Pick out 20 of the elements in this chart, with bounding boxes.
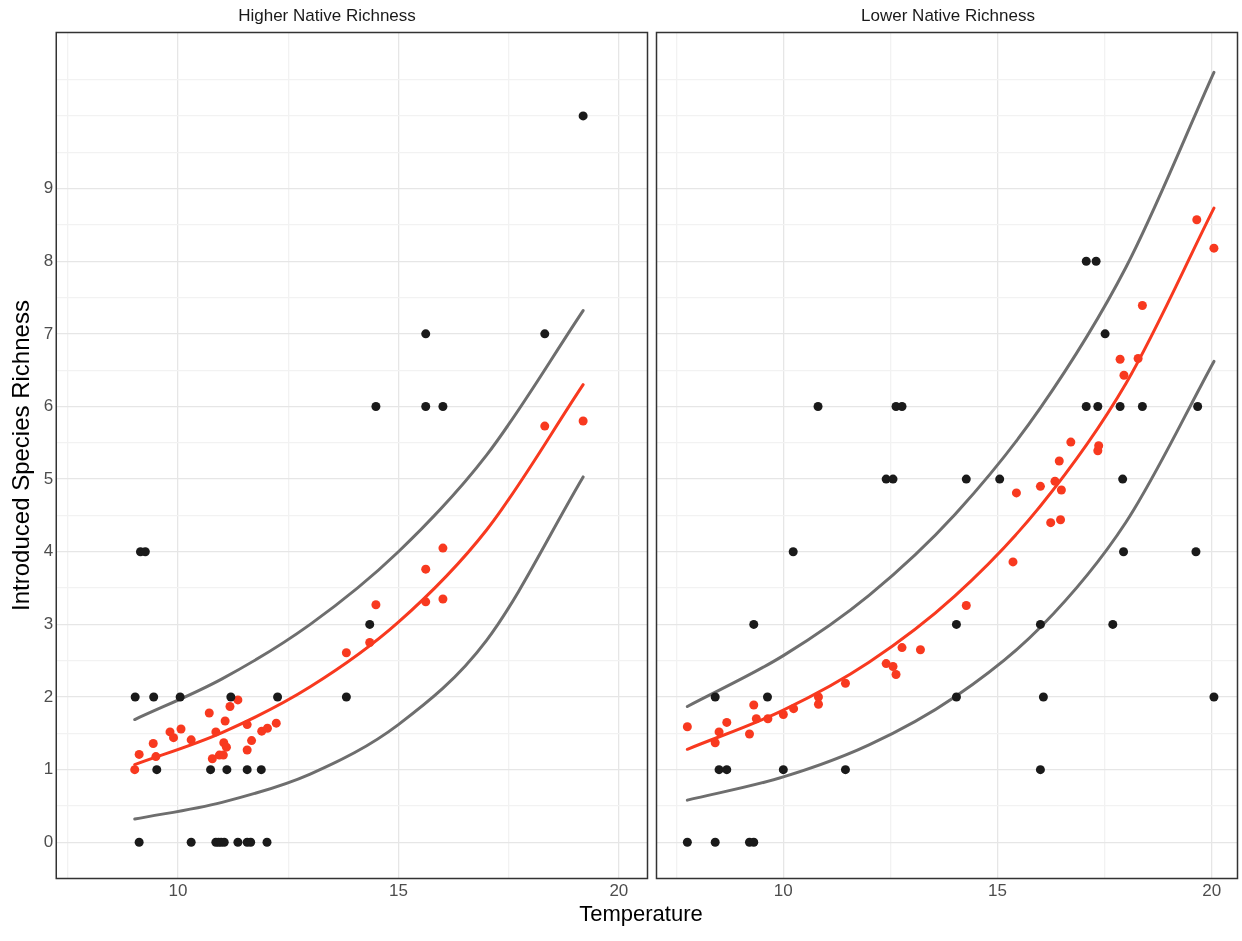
chart-title: Higher Native Richness [238,5,416,25]
x-tick-label: 10 [168,881,188,901]
x-tick-label: 20 [1202,881,1222,901]
y-axis-title: Introduced Species Richness [7,300,35,611]
x-tick-label: 15 [388,881,408,901]
y-tick-label: 3 [43,614,54,634]
chart-title: Lower Native Richness [861,5,1035,25]
y-tick-label: 8 [43,250,54,270]
x-tick-label: 20 [609,881,629,901]
y-tick-label: 0 [43,831,54,851]
y-tick-label: 5 [43,468,54,488]
x-tick-label: 15 [988,881,1008,901]
y-tick-label: 7 [43,323,54,343]
y-tick-label: 1 [43,759,54,779]
y-tick-label: 9 [43,178,54,198]
y-tick-label: 2 [43,686,54,706]
x-axis-title: Temperature [578,901,704,927]
x-tick-label: 10 [773,881,793,901]
y-tick-label: 6 [43,396,54,416]
y-tick-label: 4 [43,541,54,561]
